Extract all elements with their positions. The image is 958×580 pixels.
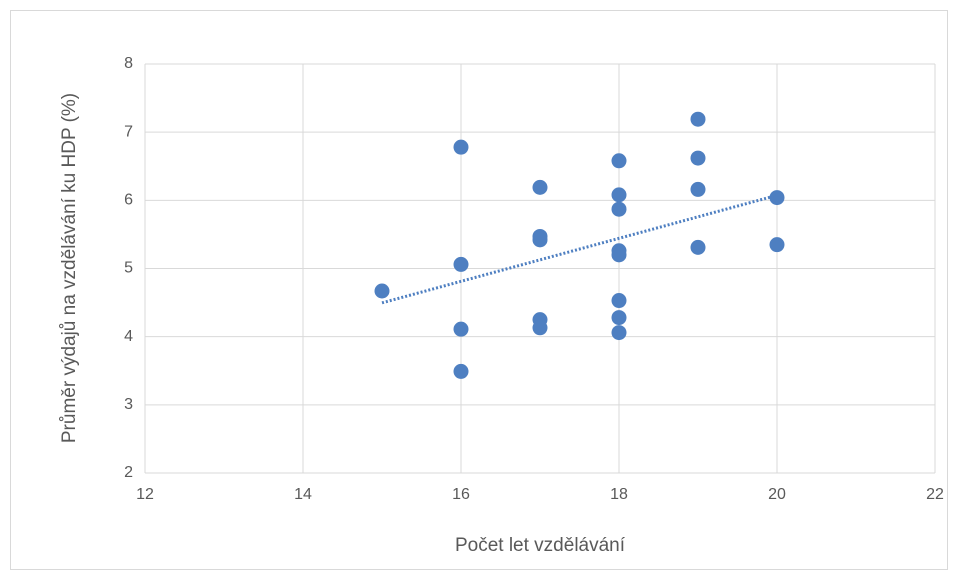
y-tick-label: 5 <box>124 260 133 277</box>
x-tick-label: 18 <box>610 486 628 503</box>
point <box>453 256 469 272</box>
y-tick-label: 3 <box>124 396 133 413</box>
point <box>690 239 706 255</box>
point <box>611 187 627 203</box>
y-tick-label: 7 <box>124 123 133 140</box>
y-tick-label: 2 <box>124 464 133 481</box>
point <box>532 179 548 195</box>
point <box>453 363 469 379</box>
x-tick-label: 14 <box>294 486 312 503</box>
x-tick-label: 12 <box>136 486 154 503</box>
point <box>611 293 627 309</box>
point <box>611 201 627 217</box>
y-axis-title: Průměr výdajů na vzdělávání ku HDP (%) <box>59 93 80 443</box>
y-tick-label: 4 <box>124 328 133 345</box>
point <box>611 153 627 169</box>
point <box>374 283 390 299</box>
x-axis-title: Počet let vzdělávání <box>455 535 626 556</box>
x-tick-label: 22 <box>926 486 944 503</box>
y-tick-label: 6 <box>124 192 133 209</box>
trendline <box>381 193 778 305</box>
point <box>769 237 785 253</box>
point <box>453 321 469 337</box>
point <box>611 310 627 326</box>
x-tick-label: 16 <box>452 486 470 503</box>
point <box>532 232 548 248</box>
x-tick-label: 20 <box>768 486 786 503</box>
point <box>690 111 706 127</box>
point <box>690 150 706 166</box>
point <box>769 190 785 206</box>
chart-border <box>10 10 948 570</box>
point <box>453 139 469 155</box>
point <box>611 325 627 341</box>
point <box>611 247 627 263</box>
y-tick-label: 8 <box>124 55 133 72</box>
point <box>690 181 706 197</box>
point <box>532 320 548 336</box>
